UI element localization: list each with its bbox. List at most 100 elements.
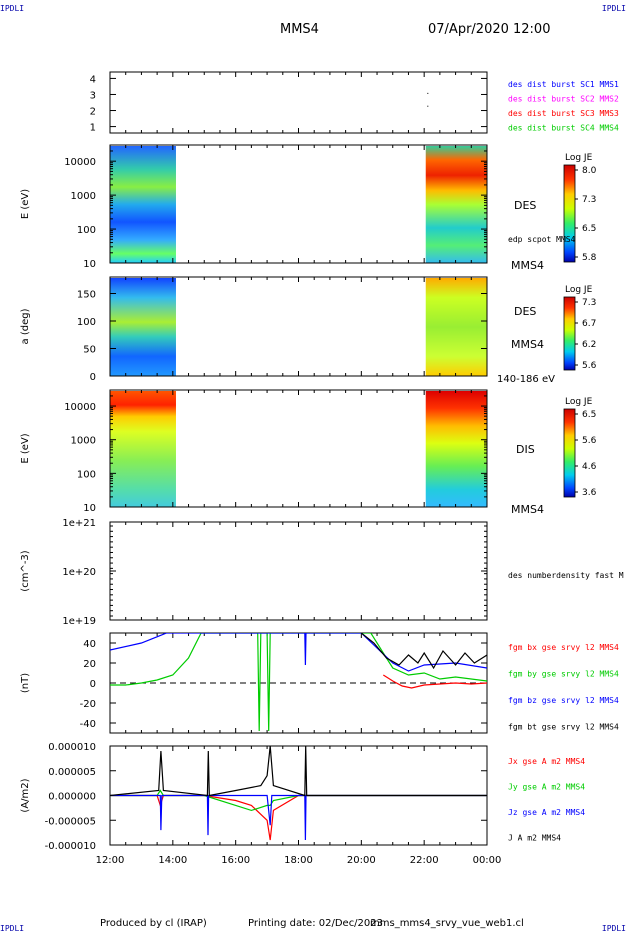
current-y-tick-label: -0.000010 [45,841,96,852]
burst-legend-entry: des dist burst SC3 MMS3 [508,109,619,118]
dis-energy-y-tick-label: 1000 [71,436,96,447]
dis-energy-colorbar-tick-label: 5.6 [582,436,597,446]
current-series-line [110,794,487,841]
time-axis-label: 00:00 [473,855,502,866]
current-legend-entry: J A m2 MMS4 [508,834,561,843]
des-energy-y-tick-label: 10 [83,259,96,270]
time-axis-label: 22:00 [410,855,439,866]
current-legend-entry: Jy gse A m2 MMS4 [508,783,585,792]
des-pitch-colorbar-tick-label: 7.3 [582,298,596,308]
des-energy-colorbar-title: Log JE [565,153,593,163]
dis-energy-colorbar-tick-label: 6.5 [582,410,596,420]
fgm-y-tick-label: 40 [83,639,96,650]
des-pitch-y-tick-label: 50 [83,345,96,356]
des-energy-y-tick-label: 100 [77,225,96,236]
fgm-y-tick-label: -20 [80,699,96,710]
burst-y-tick-label: 1 [90,123,96,134]
footer-printing-date: Printing date: 02/Dec/2023 [248,918,384,929]
density-right-label: des numberdensity fast M [508,571,624,580]
density-y-axis-label: (cm^-3) [20,550,31,591]
fgm-y-axis-label: (nT) [20,673,31,693]
density-panel-frame [109,521,488,621]
current-y-tick-label: 0.000010 [48,742,96,753]
des-energy-y-tick-label: 10000 [64,157,96,168]
dis-energy-right-label: MMS4 [511,503,544,516]
current-series-line [110,794,487,841]
time-axis-label: 12:00 [96,855,125,866]
des-energy-colorbar-tick-label: 8.0 [582,166,597,176]
burst-y-tick-label: 3 [90,90,96,101]
dis-energy-y-tick-label: 100 [77,469,96,480]
dis-energy-colorbar-title: Log JE [565,397,593,407]
burst-legend-entry: des dist burst SC2 MMS2 [508,95,619,104]
burst-data-point [427,92,429,94]
dis-energy-colorbar-tick-label: 4.6 [582,462,597,472]
fgm-series-line [382,674,487,689]
current-legend-entry: Jx gse A m2 MMS4 [508,757,585,766]
des-energy-right-label: MMS4 [511,259,544,272]
fgm-legend-entry: fgm bz gse srvy l2 MMS4 [508,696,619,705]
fgm-legend-entry: fgm by gse srvy l2 MMS4 [508,670,619,679]
burst-legend-entry: des dist burst SC1 MMS1 [508,80,619,89]
datetime-title: 07/Apr/2020 12:00 [428,22,551,37]
corner-label-bottom-left: IPDLI [0,924,25,933]
des-energy-colorbar [563,164,576,263]
des-pitch-right-label: 140-186 eV [497,374,555,385]
des-energy-heatmap-block [110,146,176,263]
fgm-series-line [110,633,487,732]
current-series-line [110,746,487,797]
fgm-series-line [110,633,487,672]
des-pitch-colorbar [563,296,576,371]
des-pitch-right-label: DES [514,305,536,318]
current-y-axis-label: (A/m2) [20,778,31,812]
time-axis-label: 18:00 [284,855,313,866]
des-energy-y-tick-label: 1000 [71,191,96,202]
dis-energy-heatmap-block [425,391,487,507]
fgm-series-line [360,633,487,670]
dis-energy-y-tick-label: 10 [83,503,96,514]
corner-label-top-left: IPDLI [0,4,25,13]
dis-energy-colorbar [563,408,576,498]
fgm-y-tick-label: 20 [83,659,96,670]
burst-y-tick-label: 2 [90,107,96,118]
des-pitch-colorbar-title: Log JE [565,285,593,295]
burst-legend-entry: des dist burst SC4 MMS4 [508,124,619,133]
spacecraft-title: MMS4 [280,22,319,37]
des-pitch-colorbar-tick-label: 5.6 [582,361,597,371]
des-energy-heatmap-block [425,146,487,263]
fgm-legend-entry: fgm bt gse srvy l2 MMS4 [508,723,619,732]
des-pitch-right-label: MMS4 [511,338,544,351]
des-energy-colorbar-tick-label: 5.8 [582,253,597,263]
corner-label-bottom-right: IPDLI [601,924,626,933]
fgm-legend-entry: fgm bx gse srvy l2 MMS4 [508,643,619,652]
burst-panel-frame [109,71,488,134]
des-pitch-y-axis-label: a (deg) [20,308,31,344]
current-y-tick-label: 0.000005 [48,767,96,778]
fgm-y-tick-label: -40 [80,719,96,730]
des-pitch-colorbar-tick-label: 6.2 [582,340,596,350]
time-axis-label: 14:00 [158,855,187,866]
des-energy-right-label: DES [514,199,536,212]
dis-energy-y-axis-label: E (eV) [20,433,31,463]
dis-energy-y-tick-label: 10000 [64,402,96,413]
time-axis-label: 16:00 [221,855,250,866]
des-energy-right-label: edp scpot MMS4 [508,235,576,244]
des-pitch-y-tick-label: 150 [77,290,96,301]
current-y-tick-label: 0.000000 [48,792,96,803]
footer-filename: mms_mms4_srvy_vue_web1.cl [370,918,524,929]
dis-energy-heatmap-block [110,391,176,507]
current-y-tick-label: -0.000005 [45,816,96,827]
current-series-line [110,789,487,812]
corner-label-top-right: IPDLI [601,4,626,13]
des-energy-colorbar-tick-label: 7.3 [582,195,596,205]
burst-y-tick-label: 4 [90,74,96,85]
dis-energy-colorbar-tick-label: 3.6 [582,488,597,498]
density-y-tick-label: 1e+21 [62,518,96,529]
des-energy-colorbar-tick-label: 6.5 [582,224,596,234]
footer-produced-by: Produced by cl (IRAP) [100,918,207,929]
fgm-y-tick-label: 0 [90,679,96,690]
density-y-tick-label: 1e+20 [62,567,96,578]
density-y-tick-label: 1e+19 [62,616,96,627]
current-legend-entry: Jz gse A m2 MMS4 [508,808,585,817]
